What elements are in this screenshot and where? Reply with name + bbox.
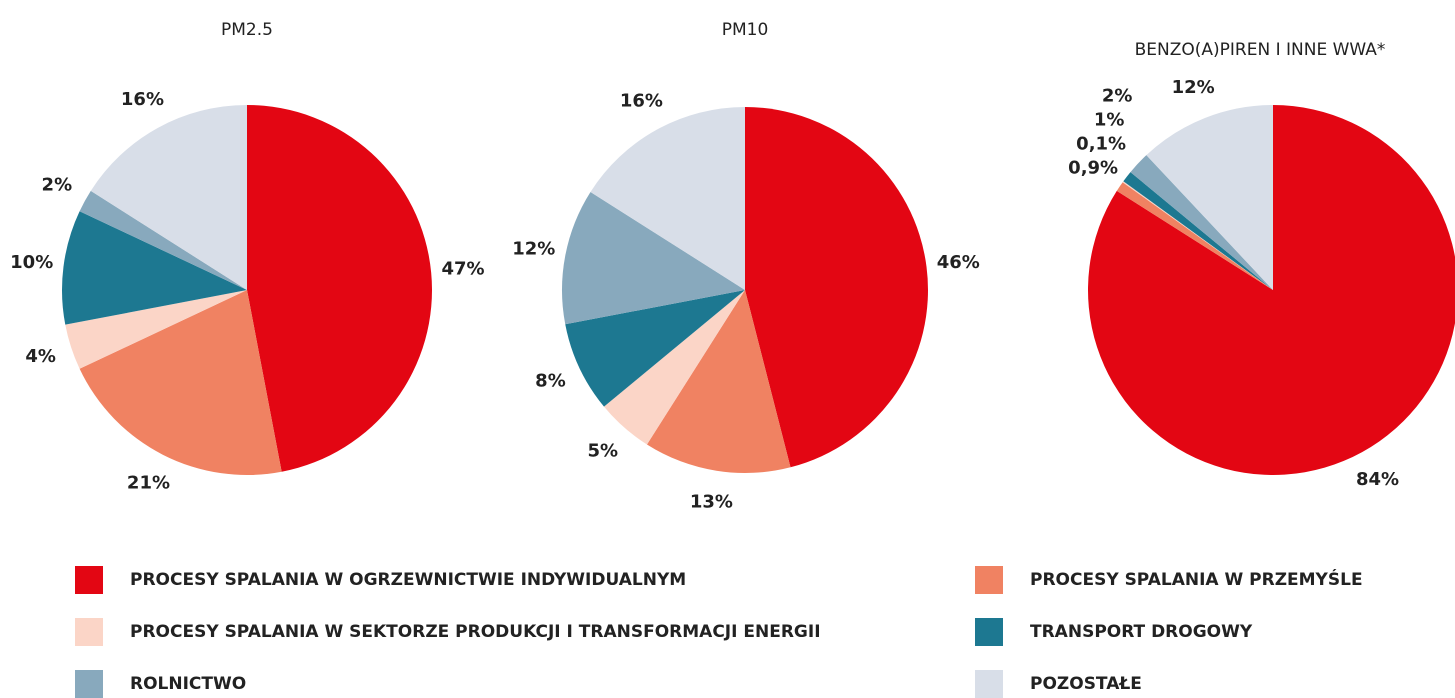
pie-slice (1123, 172, 1273, 290)
value-label: 0,9% (1068, 158, 1118, 179)
legend-swatch (75, 670, 103, 698)
chart-title: BENZO(A)PIREN I INNE WWA* (1135, 40, 1386, 60)
value-label: 47% (441, 259, 484, 280)
legend-label: ROLNICTWO (130, 674, 246, 694)
pie-slice (745, 107, 929, 468)
pie-slice (565, 290, 745, 407)
legend-label: PROCESY SPALANIA W PRZEMYŚLE (1030, 568, 1363, 590)
legend-label: PROCESY SPALANIA W OGRZEWNICTWIE INDYWID… (130, 570, 686, 590)
legend-label: POZOSTAŁE (1030, 674, 1142, 694)
legend-swatch (975, 566, 1003, 594)
pie-slice (65, 290, 247, 369)
legend-label: PROCESY SPALANIA W SEKTORZE PRODUKCJI I … (130, 622, 821, 642)
pie-slice (90, 105, 247, 290)
value-label: 21% (127, 472, 170, 493)
value-label: 12% (1172, 77, 1215, 98)
value-label: 2% (42, 174, 73, 195)
pie-slice (590, 107, 745, 290)
pie-slice (1122, 181, 1273, 290)
pie-slice (61, 211, 247, 325)
pie-slice (562, 191, 745, 325)
chart-title: PM2.5 (221, 20, 273, 40)
value-label: 1% (1094, 110, 1125, 131)
legend-swatch (975, 670, 1003, 698)
value-label: 8% (535, 371, 566, 392)
value-label: 16% (121, 89, 164, 110)
pie-slice (247, 105, 433, 472)
value-label: 10% (10, 252, 53, 273)
legend-label: TRANSPORT DROGOWY (1030, 622, 1253, 642)
value-label: 46% (937, 252, 980, 273)
pie-slice (646, 290, 791, 473)
value-label: 5% (588, 440, 619, 461)
value-label: 84% (1356, 469, 1399, 490)
pie-slice (79, 290, 282, 475)
pie-slice (1088, 105, 1455, 475)
value-label: 16% (620, 91, 663, 112)
value-label: 0,1% (1076, 134, 1126, 155)
legend-swatch (975, 618, 1003, 646)
value-label: 4% (25, 346, 56, 367)
pie-slice (79, 190, 247, 290)
legend-swatch (75, 566, 103, 594)
pie-slice (1130, 155, 1273, 290)
chart-title: PM10 (722, 20, 769, 40)
value-label: 13% (690, 491, 733, 512)
pie-slice (1116, 182, 1273, 290)
legend-swatch (75, 618, 103, 646)
pie-slice (603, 290, 745, 445)
value-label: 12% (512, 239, 555, 260)
pie-slice (1146, 105, 1273, 290)
value-label: 2% (1102, 86, 1133, 107)
